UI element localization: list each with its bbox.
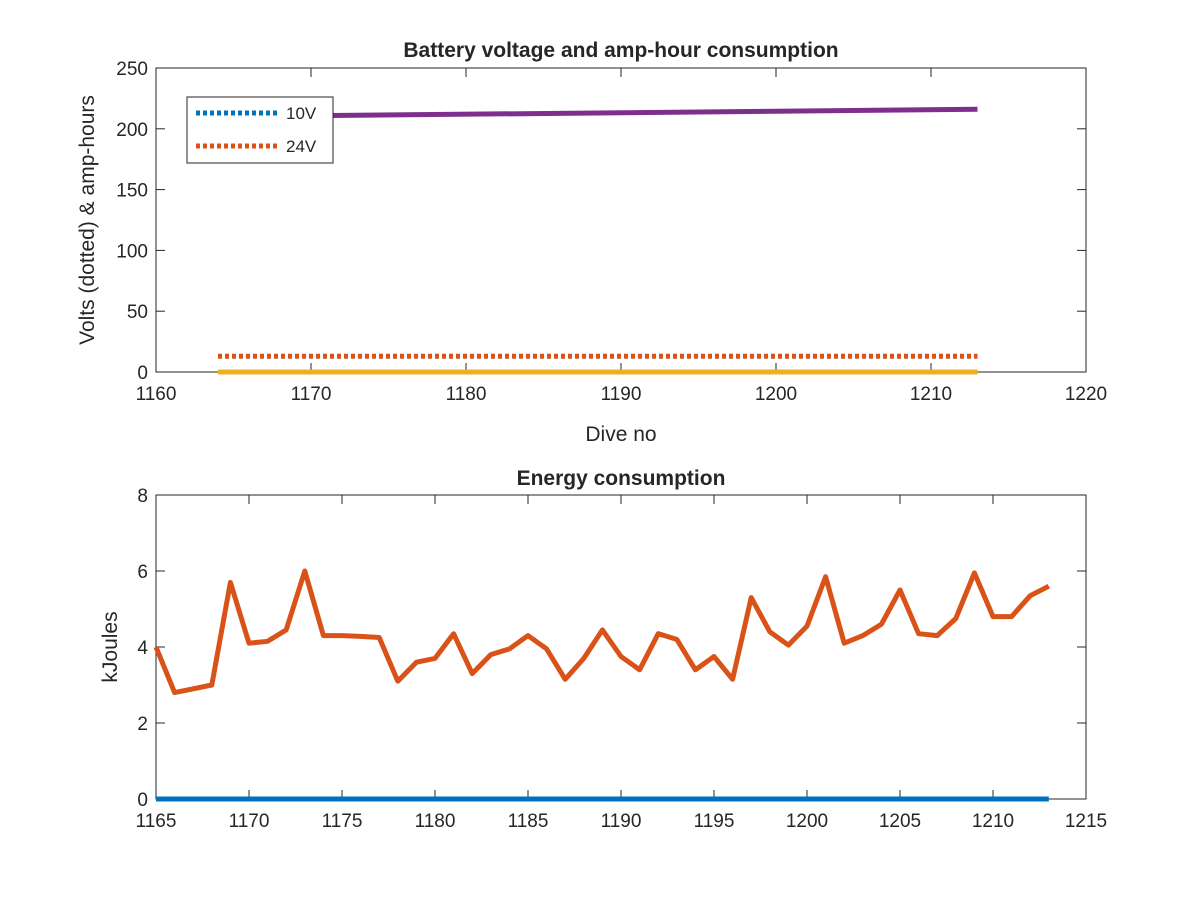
x-tick-label: 1165: [136, 811, 177, 832]
x-tick-label: 1210: [910, 384, 952, 405]
energy-plot-area: [155, 494, 1087, 800]
x-tick-label: 1180: [446, 384, 487, 405]
x-tick-label: 1190: [601, 811, 642, 832]
x-tick-label: 1175: [322, 811, 363, 832]
x-tick-label: 1170: [291, 384, 332, 405]
x-tick-label: 1200: [755, 384, 797, 405]
voltage-ticks: 1160 1170 1180 1190 1200 1210 1220 0 50 100 150 200…: [116, 59, 1107, 405]
voltage-chart-title: Battery voltage and amp-hour consumption: [403, 39, 838, 62]
legend-label-10v: 10V: [286, 104, 317, 123]
x-tick-label: 1170: [229, 811, 270, 832]
y-tick-label: 50: [127, 302, 148, 323]
x-tick-label: 1185: [508, 811, 549, 832]
x-tick-label: 1210: [972, 811, 1014, 832]
y-tick-label: 6: [137, 562, 148, 583]
y-tick-label: 200: [116, 120, 148, 141]
energy-ticks: 1165 1170 1175 1180 1185 1190 1195 1200 1205 1210…: [136, 486, 1108, 832]
voltage-series: [217, 106, 978, 375]
x-tick-label: 1205: [879, 811, 921, 832]
x-tick-label: 1220: [1065, 384, 1107, 405]
x-tick-label: 1190: [601, 384, 642, 405]
energy-chart: Energy consumption kJoules 1165 1170 1175 1…: [99, 467, 1107, 832]
series-line-line-3: [217, 106, 978, 120]
y-tick-label: 100: [116, 241, 148, 262]
x-tick-label: 1200: [786, 811, 828, 832]
voltage-legend: 10V 24V: [186, 96, 334, 164]
y-tick-label: 150: [116, 181, 148, 202]
x-tick-label: 1195: [694, 811, 735, 832]
voltage-chart: Battery voltage and amp-hour consumption…: [76, 39, 1107, 446]
x-tick-label: 1180: [415, 811, 456, 832]
voltage-y-axis-label: Volts (dotted) & amp-hours: [76, 95, 99, 345]
y-tick-label: 8: [137, 486, 148, 507]
y-tick-label: 0: [137, 363, 148, 384]
energy-series: [153, 568, 1050, 802]
y-tick-label: 2: [137, 714, 148, 735]
y-tick-label: 4: [137, 638, 148, 659]
energy-chart-title: Energy consumption: [517, 467, 726, 490]
voltage-x-axis-label: Dive no: [585, 423, 656, 446]
y-tick-label: 0: [137, 790, 148, 811]
energy-y-axis-label: kJoules: [99, 611, 122, 682]
legend-box: [186, 96, 334, 164]
x-tick-label: 1215: [1065, 811, 1107, 832]
y-tick-label: 250: [116, 59, 148, 80]
legend-label-24v: 24V: [286, 137, 317, 156]
series-line-line-1: [153, 568, 1050, 696]
x-tick-label: 1160: [136, 384, 177, 405]
